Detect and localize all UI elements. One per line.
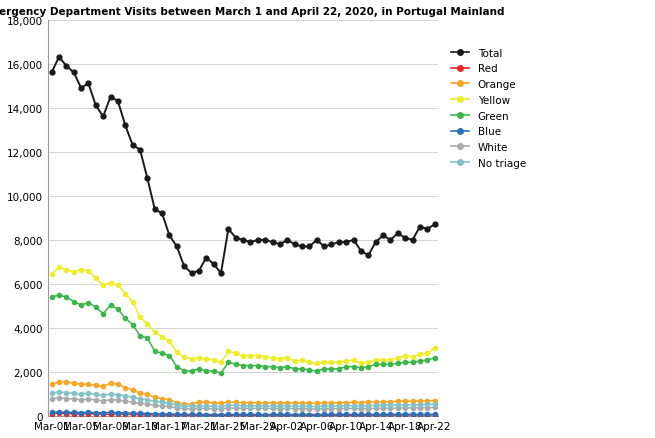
Title: Emergency Department Visits between March 1 and April 22, 2020, in Portugal Main: Emergency Department Visits between Marc… — [0, 7, 505, 17]
Legend: Total, Red, Orange, Yellow, Green, Blue, White, No triage: Total, Red, Orange, Yellow, Green, Blue,… — [447, 46, 529, 172]
